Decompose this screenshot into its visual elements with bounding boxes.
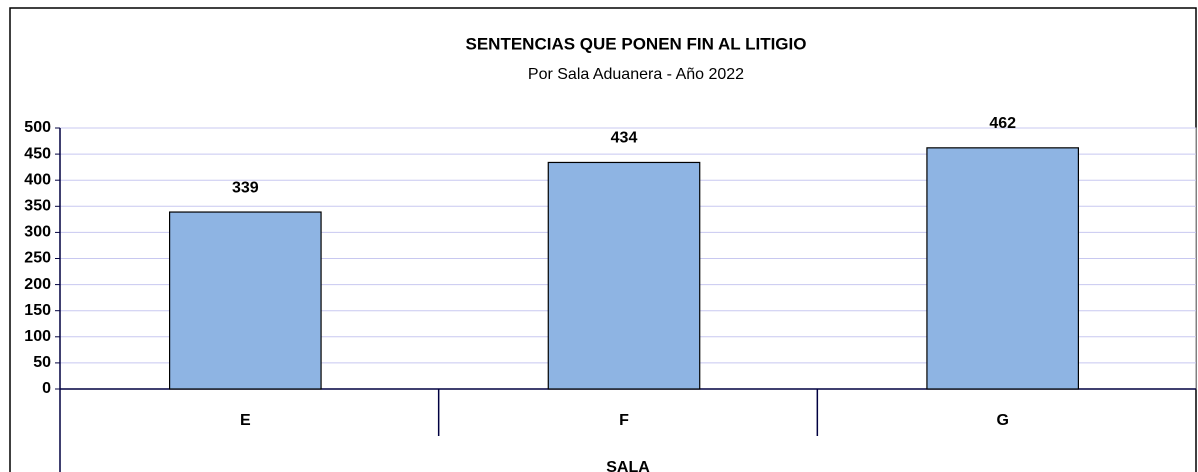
y-tick-label: 500	[24, 119, 51, 136]
y-tick-label: 250	[24, 250, 51, 267]
bar	[169, 211, 322, 390]
chart-title: SENTENCIAS QUE PONEN FIN AL LITIGIO	[466, 34, 807, 53]
data-label: 462	[989, 115, 1016, 132]
bar	[926, 147, 1080, 390]
y-tick-label: 450	[24, 145, 51, 162]
bar	[547, 161, 701, 390]
y-tick-label: 400	[24, 171, 51, 188]
y-tick-label: 200	[24, 276, 51, 293]
x-axis-title: SALA	[606, 459, 650, 472]
y-tick-label: 0	[42, 380, 51, 397]
y-tick-label: 100	[24, 328, 51, 345]
data-label: 434	[611, 130, 638, 147]
x-tick-label: E	[240, 412, 251, 429]
data-label: 339	[232, 179, 259, 196]
chart-subtitle: Por Sala Aduanera - Año 2022	[528, 66, 744, 83]
y-tick-label: 150	[24, 302, 51, 319]
y-tick-label: 350	[24, 198, 51, 215]
x-tick-label: F	[619, 412, 629, 429]
y-tick-label: 50	[33, 354, 51, 371]
x-tick-label: G	[996, 412, 1008, 429]
y-tick-label: 300	[24, 224, 51, 241]
